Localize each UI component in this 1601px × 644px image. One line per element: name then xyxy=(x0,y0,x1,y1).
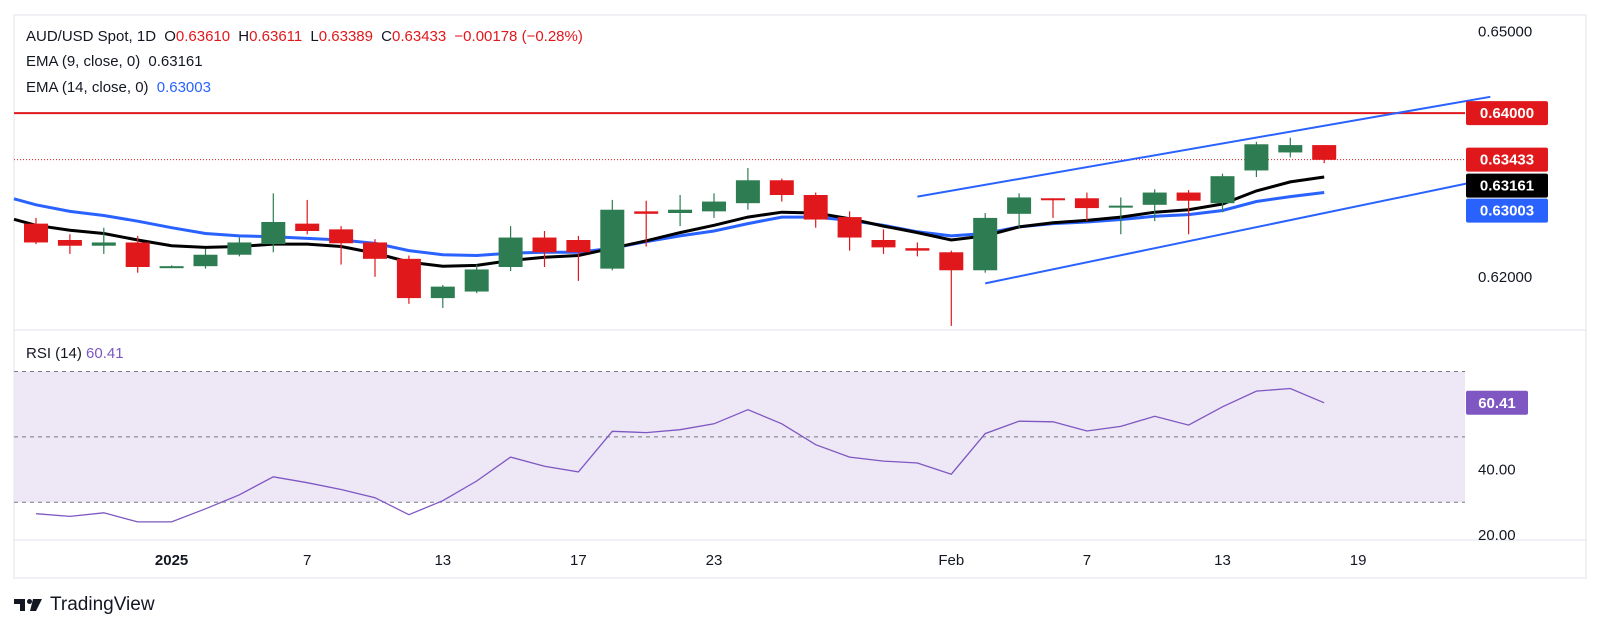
rsi-y-tick-label: 20.00 xyxy=(1478,527,1516,544)
ema9-legend: EMA (9, close, 0) 0.63161 xyxy=(26,53,207,70)
ema14-line xyxy=(13,191,1325,258)
candle-body xyxy=(1041,198,1065,201)
candle-body xyxy=(396,258,421,299)
low-value: 0.63389 xyxy=(318,28,373,45)
tradingview-icon xyxy=(14,599,42,611)
rsi-value-badge xyxy=(1466,390,1528,415)
candle-body xyxy=(735,180,760,204)
ema14-badge-label: 0.63003 xyxy=(1480,203,1534,220)
x-tick-label: Feb xyxy=(938,552,964,569)
open-value: 0.63610 xyxy=(175,28,231,45)
x-tick-label: 19 xyxy=(1350,552,1367,569)
x-tick-label: 23 xyxy=(706,552,723,569)
candle-body xyxy=(566,240,591,253)
channel-upper-line xyxy=(917,95,1491,198)
price-y-tick-label: 0.65000 xyxy=(1478,23,1532,40)
resistance-badge-label: 0.64000 xyxy=(1480,105,1534,122)
change-value: −0.00178 (−0.28%) xyxy=(454,28,583,45)
x-tick-label: 13 xyxy=(1214,552,1231,569)
candle-body xyxy=(769,180,794,195)
high-label: H xyxy=(238,28,250,45)
close-label: C xyxy=(381,28,393,45)
candle-body xyxy=(634,211,659,214)
x-tick-label: 7 xyxy=(303,552,311,569)
candle-body xyxy=(905,248,930,251)
candle-body xyxy=(498,237,523,267)
candle-body xyxy=(973,217,998,271)
candle-body xyxy=(329,229,354,244)
ema9-label: EMA (9, close, 0) xyxy=(26,53,141,70)
candle-body xyxy=(1312,145,1337,160)
candle-body xyxy=(939,252,964,271)
ema14-value: 0.63003 xyxy=(156,79,211,96)
brand-name: TradingView xyxy=(50,594,155,615)
low-label: L xyxy=(310,28,319,45)
chart-frame xyxy=(13,14,1587,579)
candle-body xyxy=(1176,192,1201,201)
x-tick-label: 7 xyxy=(1083,552,1091,569)
channel-lower-line xyxy=(984,177,1491,285)
candle-body xyxy=(193,254,218,267)
rsi-line xyxy=(35,387,1325,523)
rsi-label: RSI (14) xyxy=(26,345,82,362)
rsi-y-tick-label: 40.00 xyxy=(1478,462,1516,479)
candle-body xyxy=(227,242,252,255)
candle-body xyxy=(1142,192,1167,205)
rsi-legend: RSI (14) 60.41 xyxy=(26,345,124,362)
candle-body xyxy=(1074,198,1099,209)
rsi-value-badge-label: 60.41 xyxy=(1478,395,1516,412)
candle-body xyxy=(464,269,489,292)
candle-body xyxy=(837,217,862,238)
candle-body xyxy=(600,209,625,269)
candle-body xyxy=(430,286,455,299)
candle-body xyxy=(24,223,48,243)
candle-body xyxy=(532,237,557,253)
x-tick-label: 13 xyxy=(434,552,451,569)
candle-body xyxy=(1278,145,1303,153)
ema14-badge xyxy=(1466,198,1548,223)
candle-body xyxy=(363,242,387,259)
ema9-badge xyxy=(1466,173,1548,198)
candle-body xyxy=(871,240,896,248)
x-tick-label: 17 xyxy=(570,552,587,569)
candle-body xyxy=(702,201,726,212)
ema9-line xyxy=(13,175,1325,268)
ema9-badge-label: 0.63161 xyxy=(1480,178,1534,195)
candle-body xyxy=(295,223,320,231)
ema14-legend: EMA (14, close, 0) 0.63003 xyxy=(26,79,215,96)
candle-body xyxy=(261,222,286,245)
candle-body xyxy=(91,242,116,246)
high-value: 0.63611 xyxy=(249,28,303,45)
symbol-label: AUD/USD Spot, 1D xyxy=(26,28,157,45)
candle-body xyxy=(1108,205,1133,208)
candle-body xyxy=(803,195,828,220)
candle-body xyxy=(1007,197,1032,214)
candle-body xyxy=(1210,176,1235,204)
resistance-badge xyxy=(1466,101,1548,126)
rsi-value: 60.41 xyxy=(86,345,124,362)
ema9-value: 0.63161 xyxy=(148,53,203,70)
candle-body xyxy=(57,240,82,246)
candle-body xyxy=(1244,144,1269,171)
price-y-tick-label: 0.62000 xyxy=(1478,269,1532,286)
last-price-badge-label: 0.63433 xyxy=(1480,152,1534,169)
candle-body xyxy=(159,266,184,269)
close-value: 0.63433 xyxy=(392,28,447,45)
ema14-label: EMA (14, close, 0) xyxy=(26,79,149,96)
candle-body xyxy=(668,209,693,213)
last-price-badge xyxy=(1466,147,1548,172)
ohlc-legend: AUD/USD Spot, 1D O0.63610 H0.63611 L0.63… xyxy=(26,28,587,45)
open-label: O xyxy=(164,28,176,45)
x-tick-label: 2025 xyxy=(155,552,188,569)
candle-body xyxy=(125,242,150,267)
tradingview-logo[interactable]: TradingView xyxy=(14,594,155,616)
